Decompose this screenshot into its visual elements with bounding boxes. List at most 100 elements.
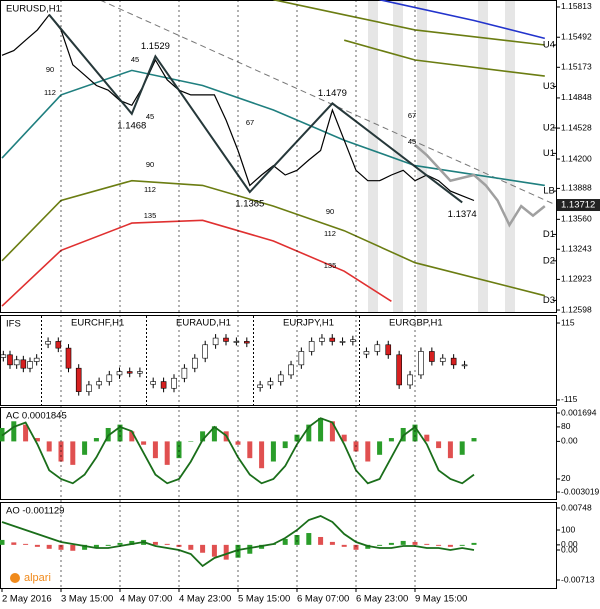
- y-tick-label: 1.13560: [561, 214, 592, 224]
- candle: [96, 381, 102, 386]
- y-tick-label: 20: [561, 473, 571, 483]
- histogram-bar: [11, 421, 17, 442]
- candle: [171, 377, 177, 389]
- histogram-bar: [318, 417, 324, 442]
- fib-label: 112: [144, 185, 156, 194]
- fib-label: 90: [146, 160, 154, 169]
- candle: [45, 341, 51, 345]
- level-label: U1: [543, 148, 555, 159]
- y-tick-label: 1.14528: [561, 122, 592, 132]
- histogram-bar: [341, 434, 347, 442]
- candle: [288, 364, 294, 376]
- fib-label: 90: [46, 65, 54, 74]
- trend-line: [99, 0, 557, 206]
- histogram-bar: [129, 540, 135, 545]
- histogram-bar: [70, 544, 76, 551]
- histogram-bar: [82, 441, 88, 455]
- candle: [374, 344, 381, 352]
- histogram-bar: [471, 542, 477, 545]
- candle: [33, 357, 40, 362]
- level-label: D3: [543, 295, 555, 306]
- candle: [339, 341, 346, 343]
- candle: [439, 357, 446, 362]
- x-tick-label: 4 May 07:00: [120, 594, 172, 605]
- pivot-label: 1.1374: [448, 209, 477, 220]
- fib-label: 45: [408, 137, 416, 146]
- histogram-bar: [152, 441, 158, 459]
- histogram-bar: [471, 438, 477, 442]
- histogram-bar: [46, 544, 52, 549]
- y-tick-label: 1.12598: [561, 304, 592, 314]
- candle: [0, 354, 7, 358]
- candle: [86, 384, 92, 392]
- y-tick-label: 100: [561, 524, 575, 534]
- y-tick-label: -0.003019: [561, 486, 600, 496]
- candle: [277, 374, 284, 382]
- y-tick-label: 1.14200: [561, 153, 592, 163]
- candle: [126, 371, 133, 374]
- candle: [385, 344, 392, 356]
- histogram-bar: [388, 542, 394, 545]
- histogram-bar: [412, 424, 418, 442]
- histogram-bar: [436, 544, 442, 546]
- histogram-bar: [247, 441, 253, 459]
- candle: [319, 337, 325, 342]
- histogram-bar: [211, 544, 217, 557]
- histogram-bar: [436, 441, 442, 449]
- histogram-bar: [164, 441, 170, 465]
- pivot-label: 1.1529: [141, 41, 170, 52]
- histogram-bar: [294, 535, 300, 545]
- candle: [350, 339, 356, 342]
- histogram-bar: [141, 441, 147, 445]
- histogram-bar: [34, 544, 40, 547]
- projection-line: [414, 143, 546, 228]
- segment-title: EURAUD,H1: [176, 318, 231, 329]
- x-tick-label: 5 May 15:00: [238, 594, 290, 605]
- histogram-bar: [58, 544, 64, 550]
- histogram-bar: [447, 441, 453, 459]
- level-label: D2: [543, 255, 555, 266]
- y-tick-label: -0.00713: [561, 574, 595, 584]
- histogram-bar: [93, 544, 99, 548]
- y-tick-label: 0.00: [561, 539, 578, 549]
- histogram-bar: [270, 441, 276, 462]
- histogram-bar: [23, 424, 29, 442]
- candle: [160, 381, 167, 389]
- candle: [55, 341, 62, 349]
- histogram-bar: [235, 441, 241, 445]
- histogram-bar: [117, 542, 123, 545]
- candle: [181, 367, 188, 379]
- histogram-bar: [318, 536, 324, 545]
- segment-title: EURCHF,H1: [71, 318, 124, 329]
- x-tick-label: 3 May 15:00: [61, 594, 113, 605]
- histogram-bar: [164, 543, 170, 545]
- fib-label: 135: [144, 211, 157, 220]
- histogram-bar: [294, 434, 300, 442]
- fib-label: 112: [324, 229, 336, 238]
- logo: alpari: [24, 572, 51, 584]
- histogram-bar: [188, 441, 194, 442]
- fib-label: 112: [44, 88, 56, 97]
- histogram-bar: [412, 541, 418, 545]
- fib-label: 45: [146, 112, 154, 121]
- histogram-bar: [105, 544, 111, 546]
- candle: [298, 351, 305, 366]
- histogram-bar: [400, 540, 406, 545]
- histogram-bar: [329, 541, 335, 545]
- candle: [116, 371, 123, 376]
- candle: [429, 351, 435, 362]
- candle: [13, 359, 20, 366]
- histogram-bar: [0, 539, 5, 545]
- pivot-label: 1.1479: [318, 88, 347, 99]
- histogram-bar: [259, 441, 265, 469]
- candle: [329, 337, 336, 342]
- y-tick-label: 0.00748: [561, 502, 592, 512]
- level-label: U2: [543, 122, 555, 133]
- band-line: [379, 0, 545, 40]
- candle: [150, 381, 156, 385]
- x-tick-label: 4 May 23:00: [179, 594, 231, 605]
- histogram-bar: [34, 438, 40, 442]
- histogram-bar: [176, 441, 182, 459]
